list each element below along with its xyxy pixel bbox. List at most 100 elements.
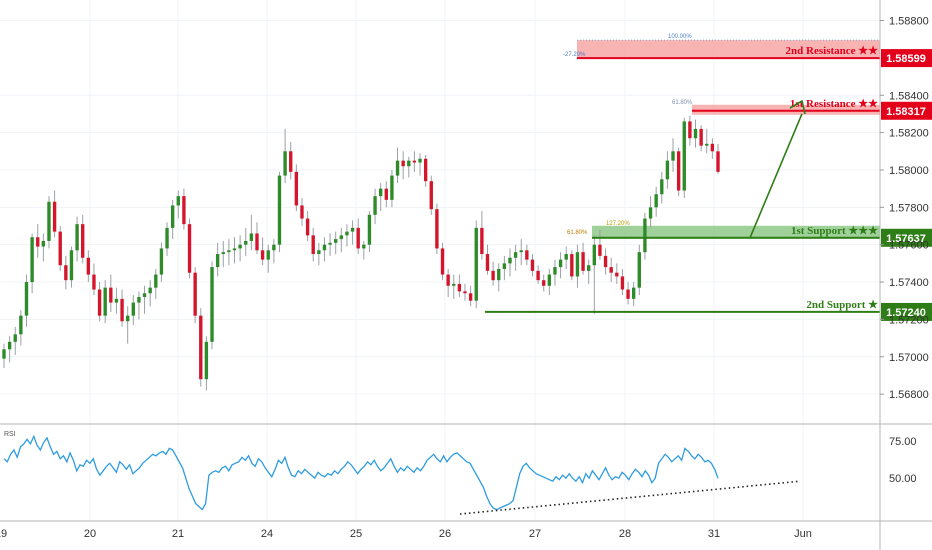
candle-body [7, 341, 12, 350]
candle-body [13, 334, 17, 342]
candle-body [676, 151, 681, 191]
candle-body [232, 248, 237, 251]
candle-body [249, 233, 254, 241]
price-tick-label: 1.58400 [889, 90, 929, 102]
candle-body [367, 214, 372, 245]
candle-body [513, 252, 518, 258]
fib-label-r2-top: 100.00% [668, 34, 692, 40]
candle-body [688, 121, 692, 139]
rsi-trendline [459, 480, 801, 515]
rsi-line [3, 434, 719, 511]
candle-body [395, 160, 400, 176]
candle-body [24, 282, 29, 316]
candle-body [311, 235, 315, 255]
candle-body [716, 151, 720, 172]
time-tick-label: 27 [529, 528, 541, 540]
candle-body [547, 274, 552, 286]
time-tick-label: 21 [172, 528, 184, 540]
candle-body [440, 248, 445, 275]
projection-arrowhead [789, 99, 806, 115]
candle-body [103, 287, 107, 316]
candle-body [423, 158, 428, 182]
candle-body [305, 218, 310, 236]
candle-body [182, 196, 186, 225]
candle-body [97, 289, 102, 316]
candle-body [631, 287, 636, 299]
candle-body [227, 250, 231, 253]
candle-body [260, 250, 265, 260]
candle-body [120, 298, 124, 322]
candle-body [705, 143, 709, 146]
grid [0, 0, 880, 520]
candle-body [564, 254, 568, 260]
candle-body [435, 209, 439, 249]
price-badge-text: 1.58599 [886, 53, 926, 65]
candle-body [491, 270, 495, 281]
candle-body [587, 265, 591, 271]
time-tick-label: 24 [261, 528, 273, 540]
rsi-pane: RSI [3, 431, 801, 515]
time-tick-label: 19 [0, 528, 7, 540]
candle-body [199, 315, 203, 380]
price-badge [881, 302, 932, 321]
candle-body [41, 240, 46, 247]
candle-body [317, 250, 321, 255]
candle-body [75, 224, 79, 251]
candle-body [244, 240, 248, 245]
candle-body [412, 160, 417, 163]
candle-body [558, 259, 563, 268]
candle-body [272, 244, 276, 251]
candle-body [266, 250, 270, 260]
candle-body [671, 151, 675, 161]
time-tick-label: 31 [708, 528, 720, 540]
candle-body [643, 218, 647, 253]
price-tick-label: 1.58000 [889, 165, 929, 177]
candle-body [457, 283, 462, 292]
candle-body [525, 250, 529, 260]
time-tick-label: 25 [350, 528, 362, 540]
resistance-2-zone [577, 40, 880, 59]
level-label: 2nd Support ★ [806, 299, 878, 311]
candle-body [474, 227, 478, 301]
candle-body [480, 227, 484, 255]
candle-body [238, 244, 242, 249]
candles [2, 115, 720, 391]
candle-body [294, 171, 299, 206]
candle-body [362, 244, 366, 249]
candle-body [446, 274, 450, 286]
candle-body [255, 233, 259, 251]
candle-body [581, 252, 585, 271]
candle-body [131, 302, 135, 316]
candle-body [86, 257, 91, 275]
candle-body [609, 267, 613, 273]
price-tick-label: 1.57200 [889, 314, 929, 326]
candle-body [47, 201, 51, 241]
candle-body [390, 175, 394, 200]
candle-body [176, 196, 180, 206]
candle-body [142, 293, 147, 297]
price-badge-text: 1.57240 [886, 307, 926, 319]
candle-body [648, 207, 653, 219]
time-tick-label: 26 [439, 528, 451, 540]
candle-body [58, 231, 62, 266]
candle-body [615, 272, 619, 277]
level-label: 1st Support ★★★ [791, 225, 878, 237]
candle-body [485, 254, 490, 271]
projection-arrow [749, 113, 803, 239]
candle-body [210, 267, 214, 342]
candle-body [536, 270, 540, 281]
support-1-zone [592, 225, 880, 239]
candle-body [322, 244, 327, 251]
rsi-tick-label: 75.00 [889, 436, 917, 448]
candle-body [463, 291, 467, 294]
candle-body [699, 128, 703, 146]
candle-body [137, 296, 141, 303]
candle-body [69, 250, 74, 281]
candle-body [519, 250, 523, 253]
candle-body [339, 235, 344, 240]
candle-body [148, 287, 152, 294]
candle-body [575, 252, 580, 277]
